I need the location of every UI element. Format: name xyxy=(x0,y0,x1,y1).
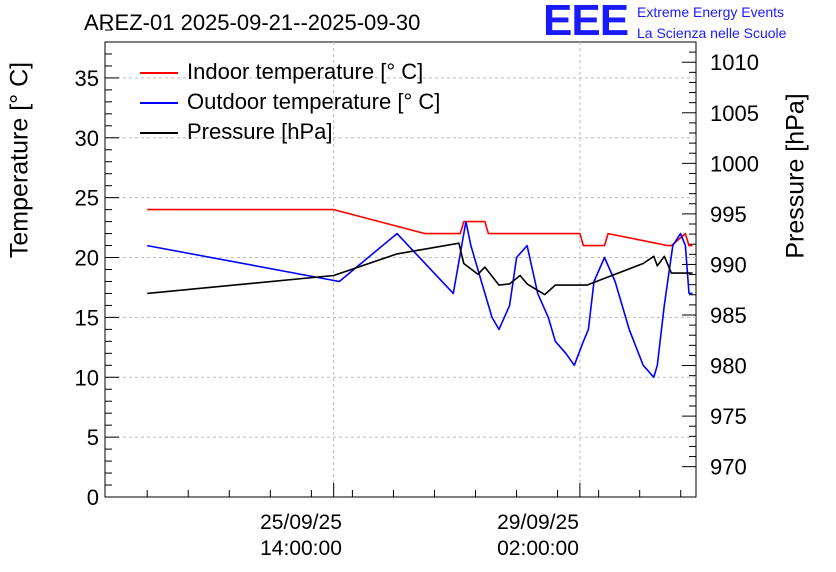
y-right-tick-label: 1010 xyxy=(710,50,759,75)
x-tick-date-1: 25/09/25 xyxy=(260,511,342,534)
series-pressure-line xyxy=(147,242,693,296)
axis-ticks: 0 5 10 15 20 25 30 35 970 975 980 985 990 995 1000 1005… xyxy=(75,29,759,510)
x-tick-time-2: 02:00:00 xyxy=(497,537,579,560)
eee-logo: EEE xyxy=(543,0,629,45)
legend-outdoor-label: Outdoor temperature [° C] xyxy=(187,89,441,114)
legend-swatches xyxy=(140,72,178,134)
y-right-tick-label: 990 xyxy=(710,252,747,277)
chart-title: AREZ-01 2025-09-21--2025-09-30 xyxy=(84,10,421,35)
y-left-tick-label: 35 xyxy=(75,66,99,91)
series-lines xyxy=(147,208,693,379)
y-left-tick-label: 30 xyxy=(75,126,99,151)
y-right-tick-label: 995 xyxy=(710,202,747,227)
y-left-tick-label: 15 xyxy=(75,305,99,330)
logo-subtitle-2: La Scienza nelle Scuole xyxy=(637,25,787,41)
y-left-tick-label: 25 xyxy=(75,186,99,211)
y-right-tick-label: 975 xyxy=(710,404,747,429)
y-axis-left-label: Temperature [° C] xyxy=(5,61,34,259)
y-left-tick-label: 20 xyxy=(75,246,99,271)
legend-pressure-label: Pressure [hPa] xyxy=(187,119,333,144)
legend-indoor-label: Indoor temperature [° C] xyxy=(187,59,424,84)
y-axis-right-label: Pressure [hPa] xyxy=(781,93,810,259)
logo-subtitle-1: Extreme Energy Events xyxy=(637,4,785,20)
y-right-tick-label: 970 xyxy=(710,455,747,480)
series-indoor-line xyxy=(147,208,693,247)
y-right-tick-label: 980 xyxy=(710,354,747,379)
y-left-tick-label: 0 xyxy=(87,485,99,510)
y-left-tick-label: 10 xyxy=(75,365,99,390)
grid-lines xyxy=(105,42,696,497)
y-left-tick-label: 5 xyxy=(87,425,99,450)
x-tick-time-1: 14:00:00 xyxy=(260,537,342,560)
y-right-tick-label: 1000 xyxy=(710,151,759,176)
x-tick-date-2: 29/09/25 xyxy=(497,511,579,534)
y-right-tick-label: 1005 xyxy=(710,101,759,126)
series-outdoor-line xyxy=(147,220,693,379)
y-right-tick-label: 985 xyxy=(710,303,747,328)
